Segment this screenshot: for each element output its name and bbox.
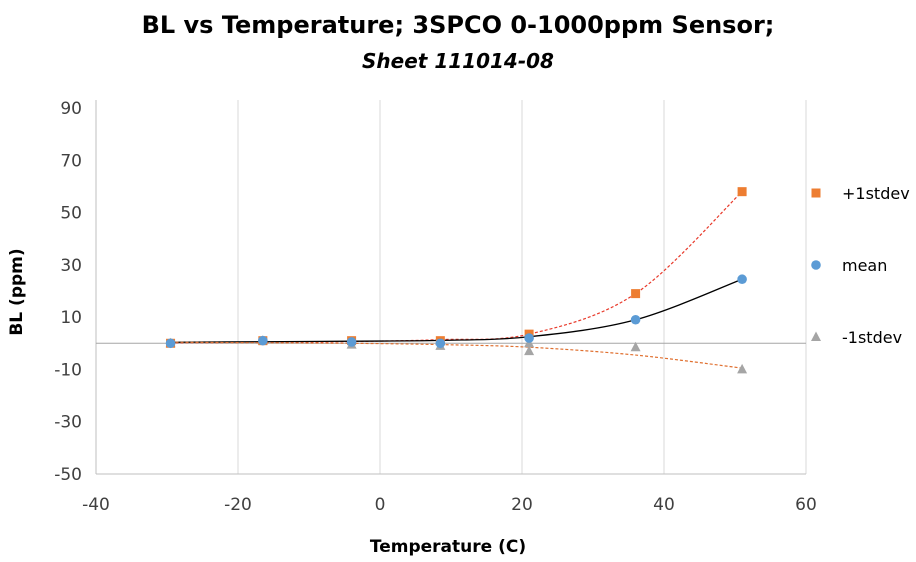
legend: +1stdev mean -1stdev [811, 184, 910, 347]
x-tick-label: 20 [511, 495, 533, 515]
trendlines [170, 191, 743, 369]
marker-1stdev [737, 363, 748, 374]
legend-label-1stdev: -1stdev [842, 328, 902, 347]
legend-label-1stdev: +1stdev [842, 184, 910, 203]
marker-1stdev [630, 341, 641, 352]
marker-mean [346, 337, 357, 347]
y-axis-title: BL (ppm) [7, 248, 27, 335]
trendline-mean [170, 278, 743, 343]
y-tick-label: 90 [60, 99, 82, 119]
x-axis-title: Temperature (C) [370, 537, 526, 557]
legend-marker-mean [811, 260, 821, 270]
trendline-1stdev [170, 341, 743, 369]
y-tick-labels: -50 -30 -10 10 30 50 70 90 [54, 99, 82, 485]
x-tick-label: -20 [224, 495, 252, 515]
y-tick-label: 30 [60, 256, 82, 276]
marker-mean [630, 314, 641, 325]
y-tick-label: 10 [60, 308, 82, 328]
x-tick-label: 40 [653, 495, 675, 515]
plot-area [95, 100, 807, 475]
marker-mean [524, 333, 534, 343]
y-tick-label: -50 [54, 465, 82, 485]
x-tick-label: 0 [375, 495, 386, 515]
chart-title: BL vs Temperature; 3SPCO 0-1000ppm Senso… [142, 11, 775, 39]
chart-subtitle: Sheet 111014-08 [362, 49, 554, 73]
marker-mean [165, 338, 176, 349]
gridlines [95, 100, 807, 474]
y-tick-label: -10 [54, 360, 82, 380]
x-tick-label: 60 [795, 495, 817, 515]
x-tick-label: -40 [82, 495, 110, 515]
marker-mean [258, 335, 268, 346]
data-markers [165, 187, 748, 374]
y-tick-label: 70 [60, 151, 82, 171]
marker-1stdev [737, 187, 747, 197]
legend-label-mean: mean [842, 256, 887, 275]
marker-1stdev [524, 345, 535, 356]
trendline-1stdev [170, 191, 743, 344]
legend-marker-1stdev [811, 188, 821, 198]
marker-mean [737, 274, 747, 285]
y-tick-label: -30 [54, 413, 82, 433]
marker-1stdev [631, 289, 641, 299]
marker-mean [435, 338, 446, 349]
legend-marker-1stdev [811, 331, 821, 341]
axes [95, 100, 806, 475]
y-tick-label: 50 [60, 204, 82, 224]
x-tick-labels: -40 -20 0 20 40 60 [82, 495, 817, 515]
